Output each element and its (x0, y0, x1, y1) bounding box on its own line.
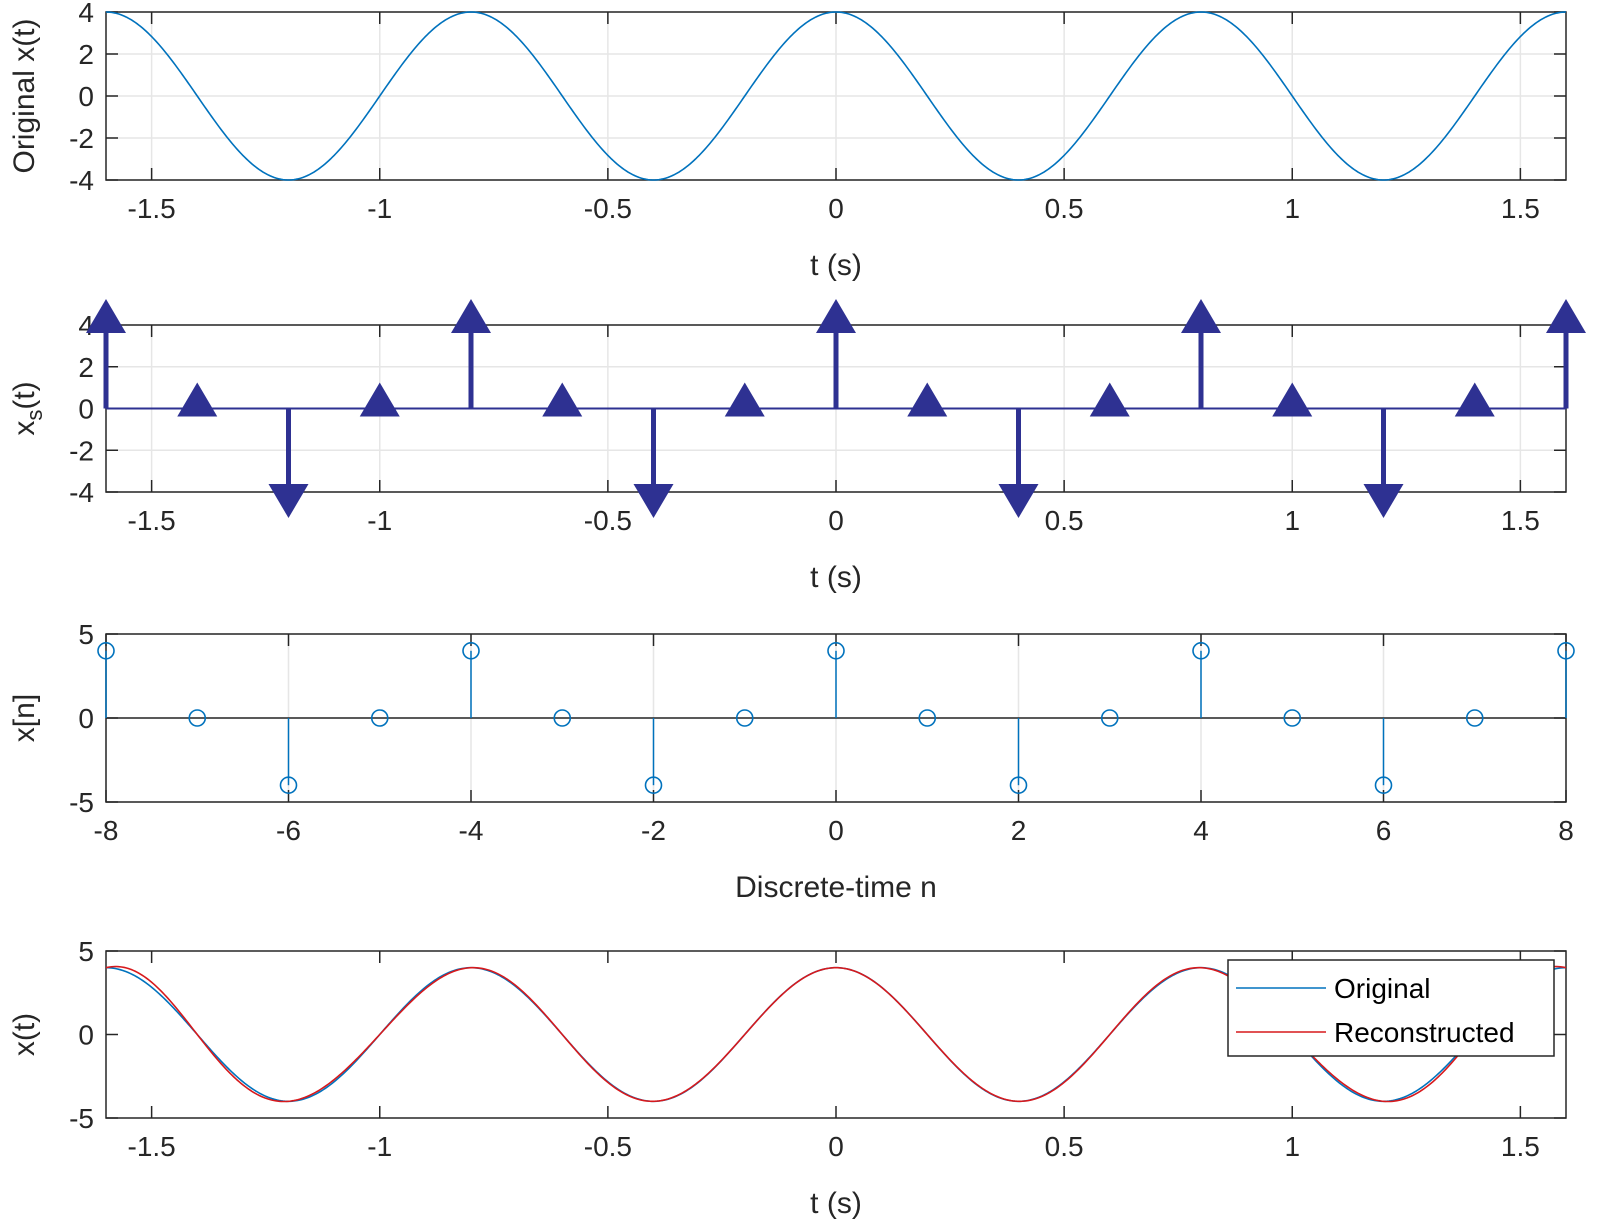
x-tick-label: -0.5 (584, 193, 632, 224)
y-tick-label: -2 (69, 123, 94, 154)
x-tick-label: -1 (367, 193, 392, 224)
x-tick-label: 0.5 (1045, 1131, 1084, 1162)
y-tick-label: 4 (78, 0, 94, 28)
reconstructed-line (105, 965, 1567, 1103)
y-tick-label: 0 (78, 81, 94, 112)
y-axis-label: x[n] (8, 694, 41, 742)
impulse-marker-zero (1272, 382, 1313, 417)
x-axis-label: t (s) (810, 1187, 862, 1220)
original-signal-line (105, 11, 1567, 181)
stem-marker (1192, 641, 1210, 660)
y-tick-label: 4 (78, 310, 94, 341)
x-tick-label: -1 (367, 505, 392, 536)
impulse-marker-zero (1089, 382, 1130, 417)
x-tick-label: 1 (1284, 505, 1300, 536)
impulse-marker-zero (177, 382, 218, 417)
impulse-marker-down (633, 484, 674, 518)
y-tick-label: -2 (69, 435, 94, 466)
x-axis-label: t (s) (810, 249, 862, 282)
x-tick-label: -6 (276, 815, 301, 846)
stem-marker (918, 709, 937, 727)
impulse-marker-zero (907, 382, 948, 417)
stem-marker (553, 709, 572, 727)
x-tick-label: 0 (828, 815, 844, 846)
panel-2: -1.5 -1 -0.5 0 0.5 1 1.5 -4 -2 0 2 4 t (s) xs(t) (8, 299, 1586, 594)
impulse-marker-zero (542, 382, 583, 417)
stem-marker (462, 641, 480, 660)
x-axis-label: Discrete-time n (735, 871, 937, 904)
y-axis-label: Original x(t) (8, 18, 41, 173)
x-tick-label: 0.5 (1045, 193, 1084, 224)
y-axis-label: xs(t) (8, 381, 47, 435)
x-tick-label: -4 (459, 815, 484, 846)
legend-label-reconstructed: Reconstructed (1334, 1017, 1515, 1048)
stem-marker (1465, 709, 1484, 727)
impulse-marker-up (86, 299, 126, 333)
stem-marker (97, 641, 115, 660)
x-tick-label: -0.5 (584, 1131, 632, 1162)
x-tick-label: 1 (1284, 193, 1300, 224)
x-tick-label: 0 (828, 193, 844, 224)
x-tick-label: 2 (1011, 815, 1027, 846)
stem-marker (188, 709, 207, 727)
stem-marker (1009, 776, 1028, 795)
x-tick-label: -1 (367, 1131, 392, 1162)
x-tick-label: -1.5 (128, 1131, 176, 1162)
legend: Original Reconstructed (1227, 959, 1555, 1057)
legend-label-original: Original (1334, 973, 1430, 1004)
x-tick-label: -1.5 (128, 505, 176, 536)
y-tick-label: 5 (78, 619, 94, 650)
x-tick-label: 0.5 (1045, 505, 1084, 536)
y-tick-label: -4 (69, 477, 94, 508)
stem-marker (370, 709, 389, 727)
stem-marker (1100, 709, 1119, 727)
y-tick-label: -5 (69, 787, 94, 818)
x-tick-label: 8 (1558, 815, 1574, 846)
x-tick-label: 4 (1193, 815, 1209, 846)
impulse-marker-zero (1454, 382, 1495, 417)
x-tick-label: 0 (828, 1131, 844, 1162)
impulse-marker-up (816, 299, 856, 333)
y-tick-label: 2 (78, 352, 94, 383)
impulse-marker-zero (359, 382, 400, 417)
stem-marker (644, 776, 663, 795)
x-tick-label: -2 (641, 815, 666, 846)
impulse-marker-up (1546, 299, 1586, 333)
panel-3: -8 -6 -4 -2 0 2 4 6 8 -5 0 5 Discrete-time n x[n] (8, 619, 1575, 904)
y-tick-label: -5 (69, 1103, 94, 1134)
stem-marker (279, 776, 298, 795)
x-tick-label: -1.5 (128, 193, 176, 224)
impulse-marker-down (1363, 484, 1404, 518)
stem-marker (735, 709, 754, 727)
y-tick-label: -4 (69, 165, 94, 196)
x-tick-label: 1.5 (1501, 193, 1540, 224)
y-axis-label: x(t) (8, 1013, 41, 1056)
x-axis-label: t (s) (810, 561, 862, 594)
stem-marker (1283, 709, 1302, 727)
x-tick-label: 1.5 (1501, 505, 1540, 536)
impulse-marker-zero (724, 382, 765, 417)
stem-marker (1374, 776, 1393, 795)
stem-marker (827, 641, 845, 660)
x-tick-label: -0.5 (584, 505, 632, 536)
impulse-marker-down (268, 484, 309, 518)
panel-4: -1.5 -1 -0.5 0 0.5 1 1.5 -5 0 5 t (s) x(t) Original R… (8, 936, 1567, 1220)
impulse-marker-down (998, 484, 1039, 518)
x-tick-label: 6 (1376, 815, 1392, 846)
x-tick-label: 1.5 (1501, 1131, 1540, 1162)
y-tick-label: 0 (78, 703, 94, 734)
y-tick-label: 5 (78, 936, 94, 967)
x-tick-label: 1 (1284, 1131, 1300, 1162)
y-tick-label: 0 (78, 1020, 94, 1051)
x-tick-label: -8 (94, 815, 119, 846)
y-tick-label: 0 (78, 394, 94, 425)
panel-1: -1.5 -1 -0.5 0 0.5 1 1.5 -4 -2 0 2 4 t (s) Original x… (8, 0, 1567, 282)
legend-box (1227, 959, 1555, 1057)
impulse-marker-up (1181, 299, 1221, 333)
impulse-marker-up (451, 299, 491, 333)
stem-marker (1557, 641, 1575, 660)
y-tick-label: 2 (78, 39, 94, 70)
x-tick-label: 0 (828, 505, 844, 536)
